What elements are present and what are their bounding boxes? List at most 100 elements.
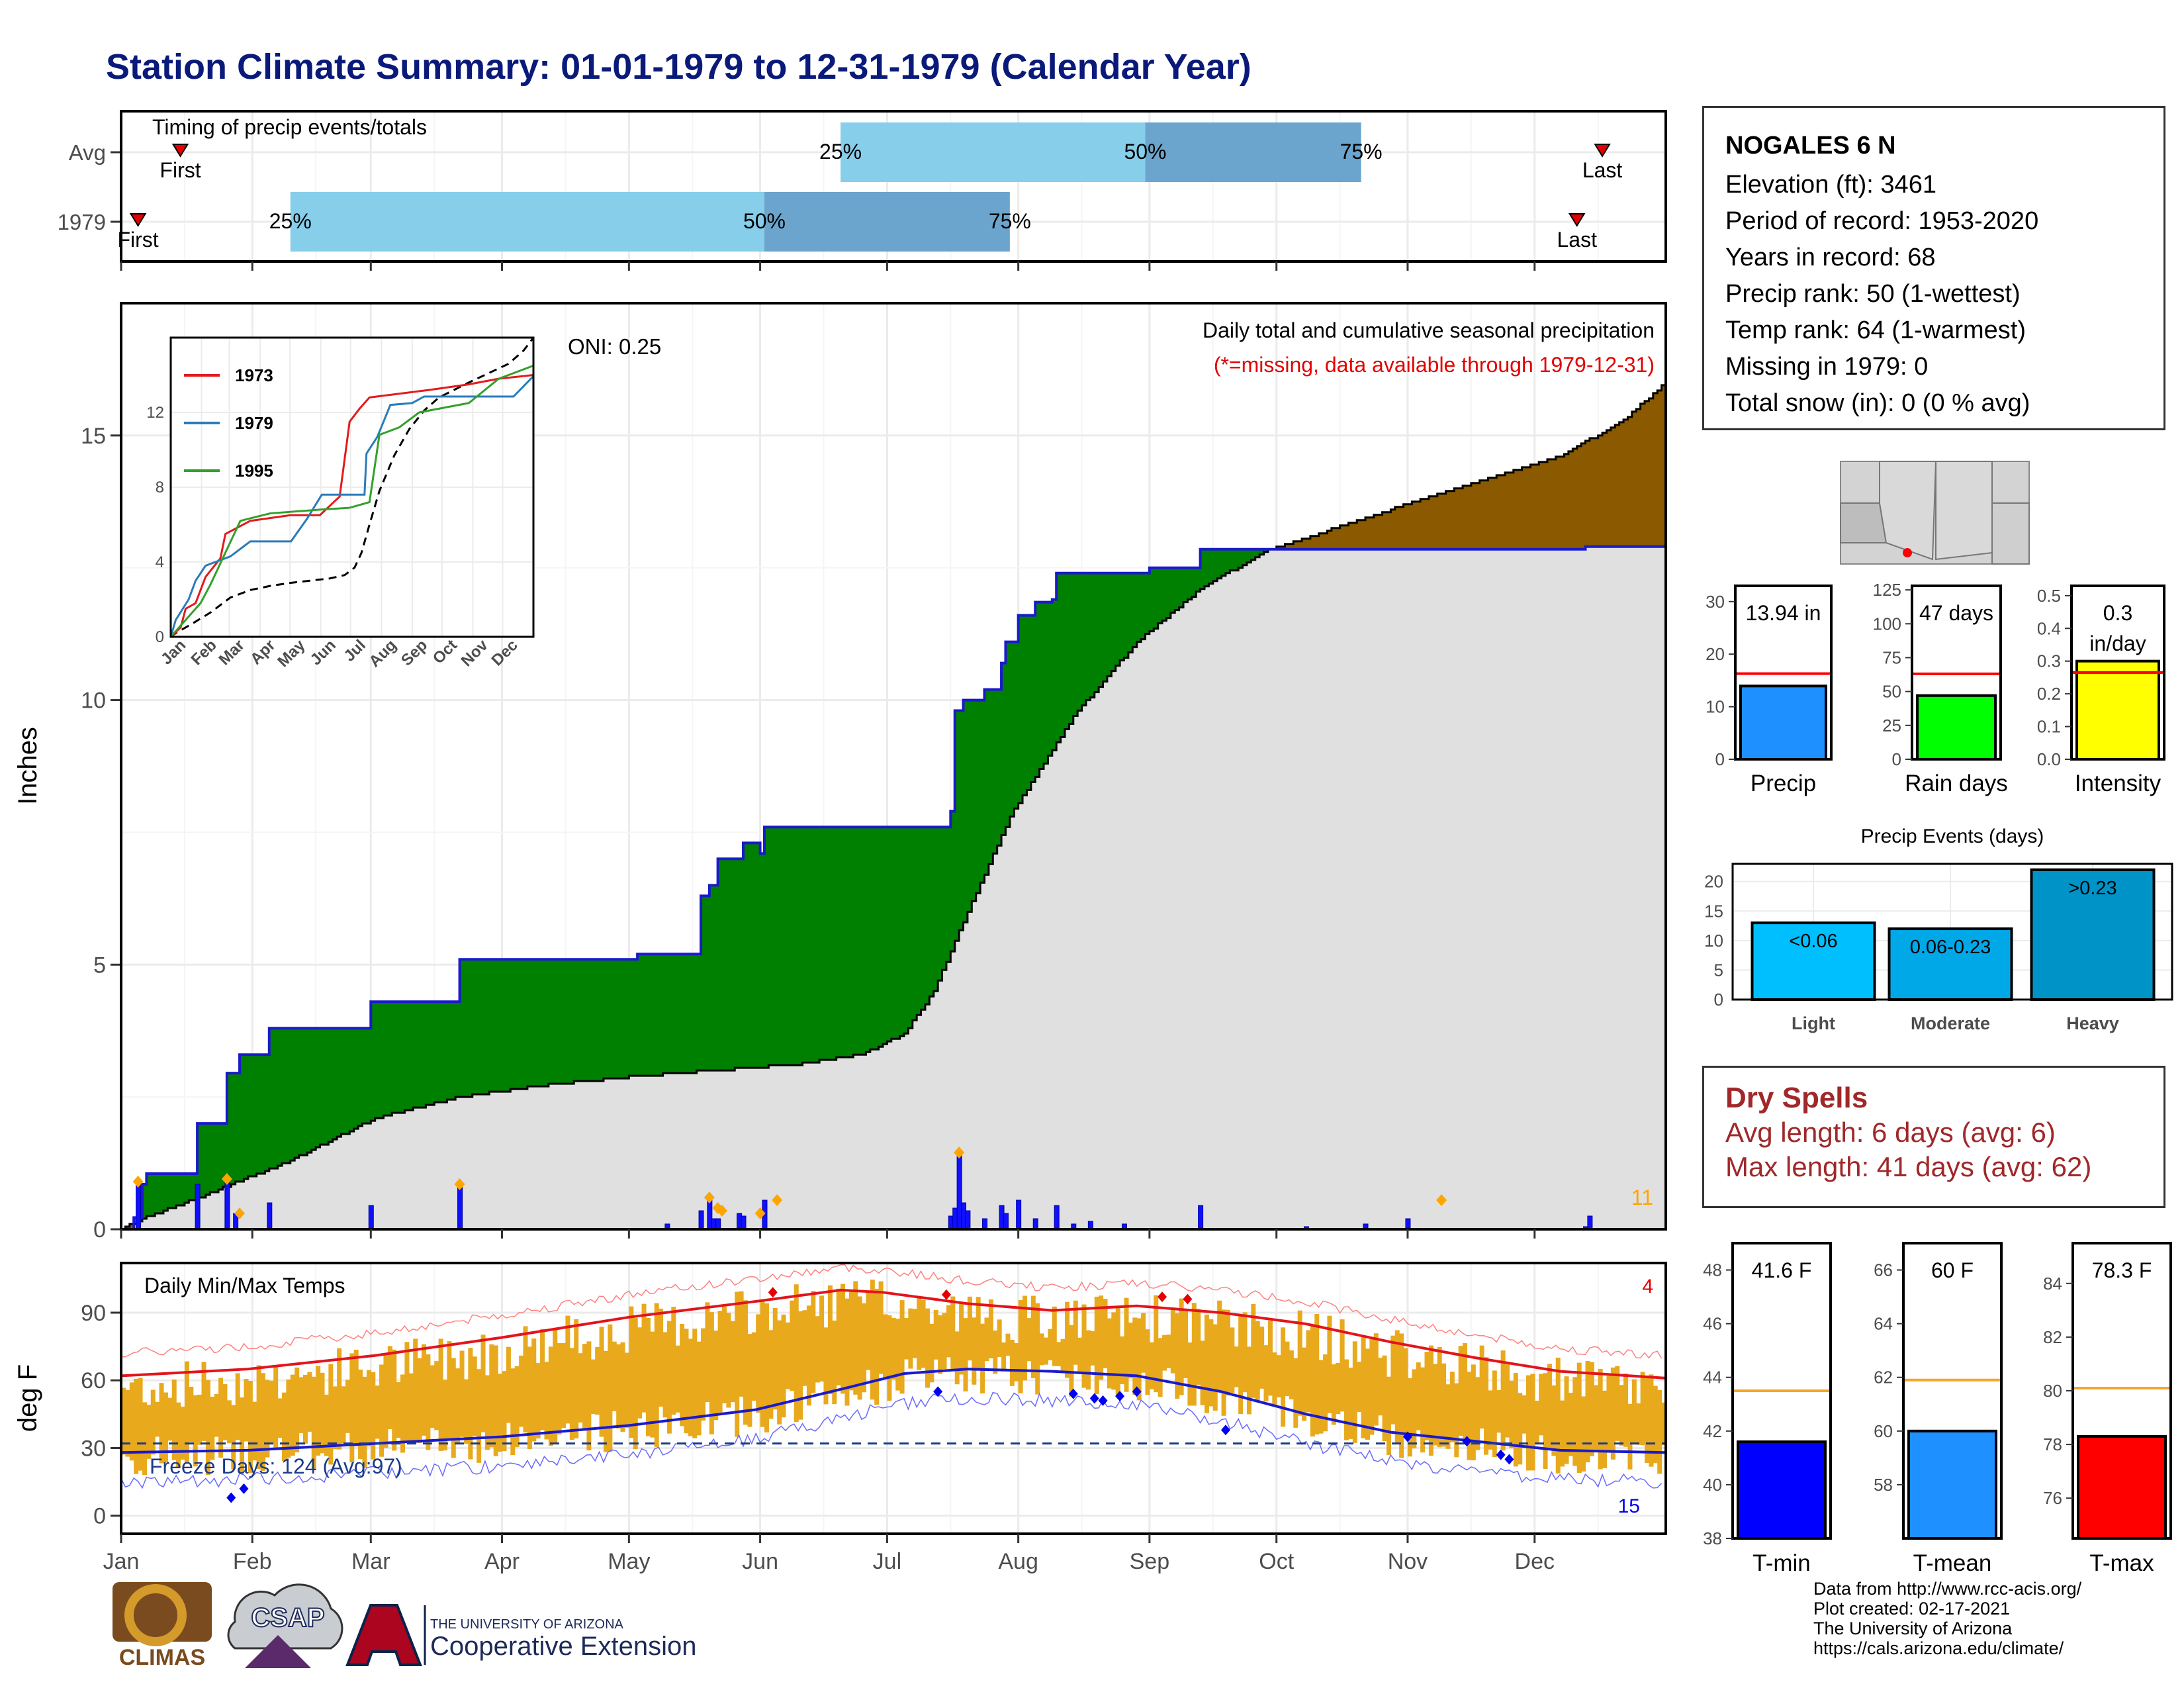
inset-legend-label: 1973	[235, 365, 273, 385]
daily-temp-range	[1627, 1403, 1633, 1470]
above-avg-fill	[150, 1174, 156, 1217]
above-avg-fill	[848, 827, 854, 1058]
dry-spells-max: Max length: 41 days (avg: 62)	[1725, 1151, 2092, 1182]
above-avg-fill	[802, 827, 807, 1063]
daily-temp-range	[1090, 1331, 1095, 1366]
daily-temp-range	[163, 1392, 168, 1463]
above-avg-fill	[921, 827, 926, 1010]
below-avg-fill	[1458, 488, 1463, 549]
daily-temp-range	[1030, 1295, 1036, 1379]
above-avg-fill	[853, 827, 858, 1055]
daily-temp-range	[929, 1323, 934, 1383]
daily-temp-range	[295, 1367, 300, 1453]
daily-temp-range	[1314, 1313, 1320, 1434]
daily-precip-bar	[1198, 1205, 1204, 1230]
above-avg-fill	[760, 853, 765, 1068]
record-low-marker	[1098, 1395, 1108, 1406]
daily-temp-range	[1200, 1340, 1205, 1405]
below-avg-fill	[1394, 506, 1400, 549]
daily-temp-range	[1318, 1360, 1324, 1434]
above-avg-fill	[1225, 549, 1230, 573]
above-avg-fill	[1081, 573, 1087, 706]
daily-temp-range	[891, 1317, 896, 1380]
above-avg-fill	[730, 859, 735, 1071]
above-avg-fill	[1115, 573, 1120, 666]
above-avg-fill	[908, 827, 913, 1029]
below-avg-fill	[129, 1224, 134, 1229]
above-avg-fill	[1162, 567, 1167, 621]
above-avg-fill	[1246, 549, 1251, 563]
above-avg-fill	[1001, 663, 1007, 835]
daily-temp-range	[341, 1386, 346, 1444]
min-record-count: 15	[1618, 1495, 1640, 1517]
logos: CLIMAS CSAP THE UNIVERSITY OF ARIZONACoope…	[113, 1582, 696, 1670]
daily-temp-range	[684, 1329, 689, 1434]
above-avg-fill	[612, 959, 617, 1079]
daily-temp-range	[218, 1378, 224, 1458]
above-avg-fill	[629, 959, 634, 1076]
timing-row-label: Avg	[69, 140, 106, 165]
daily-temp-range	[848, 1291, 854, 1391]
inset-y-tick: 8	[156, 479, 164, 496]
daily-temp-range	[455, 1368, 461, 1443]
daily-precip-bar	[1054, 1205, 1060, 1230]
above-avg-fill	[248, 1055, 253, 1177]
daily-temp-range	[899, 1300, 905, 1394]
above-avg-fill	[540, 959, 545, 1087]
daily-temp-range	[422, 1344, 427, 1436]
month-tick-label: Jun	[742, 1549, 778, 1574]
month-tick-label: Mar	[351, 1549, 390, 1574]
tmin-bar	[1737, 1440, 1827, 1540]
above-avg-fill	[531, 959, 537, 1087]
above-avg-fill	[891, 827, 896, 1039]
daily-temp-range	[226, 1400, 232, 1444]
daily-temp-range	[167, 1397, 173, 1441]
above-avg-fill	[345, 1028, 350, 1135]
above-avg-fill	[878, 827, 884, 1047]
above-avg-fill	[1196, 567, 1201, 592]
below-avg-fill	[1627, 416, 1633, 547]
above-avg-fill	[1064, 573, 1069, 729]
daily-temp-range	[666, 1321, 672, 1434]
below-avg-fill	[1585, 440, 1590, 547]
daily-temp-range	[138, 1378, 143, 1471]
below-avg-fill	[1598, 435, 1603, 547]
daily-temp-range	[375, 1385, 380, 1439]
daily-precip-bar	[981, 1218, 987, 1230]
above-avg-fill	[1023, 615, 1028, 796]
below-avg-fill	[1645, 400, 1650, 547]
daily-temp-range	[802, 1310, 807, 1386]
daily-temp-range	[277, 1398, 283, 1438]
above-avg-fill	[645, 954, 651, 1076]
above-avg-fill	[819, 827, 825, 1060]
below-avg-fill	[1640, 403, 1645, 547]
daily-temp-range	[248, 1381, 253, 1474]
locator-map	[1840, 461, 2030, 565]
below-avg-fill	[1589, 438, 1594, 547]
daily-temp-range	[862, 1303, 867, 1393]
temp-y-tick: 30	[81, 1436, 106, 1461]
below-avg-fill	[1636, 408, 1641, 547]
daily-temp-range	[832, 1320, 837, 1405]
daily-precip-bar	[1032, 1218, 1038, 1230]
above-avg-fill	[659, 954, 664, 1076]
daily-temp-range	[535, 1363, 541, 1438]
daily-temp-range	[1568, 1393, 1573, 1456]
daily-temp-range	[637, 1327, 643, 1419]
below-avg-fill	[1365, 517, 1370, 549]
intensity-y-tick: 0.5	[2037, 586, 2061, 606]
max-record-count: 4	[1642, 1276, 1653, 1297]
daily-temp-range	[1454, 1383, 1459, 1458]
above-avg-fill	[544, 959, 549, 1087]
timing-label-25: 25%	[269, 209, 312, 233]
above-avg-fill	[1230, 549, 1235, 571]
rain-days-y-tick: 75	[1882, 647, 1901, 667]
daily-temp-range	[1204, 1314, 1209, 1413]
daily-temp-range	[1272, 1352, 1277, 1405]
daily-temp-range	[764, 1303, 769, 1432]
daily-temp-range	[874, 1289, 880, 1405]
record-max-line	[120, 1264, 1662, 1359]
daily-temp-range	[1615, 1366, 1620, 1441]
daily-temp-range	[155, 1401, 160, 1437]
above-avg-fill	[396, 1002, 401, 1113]
